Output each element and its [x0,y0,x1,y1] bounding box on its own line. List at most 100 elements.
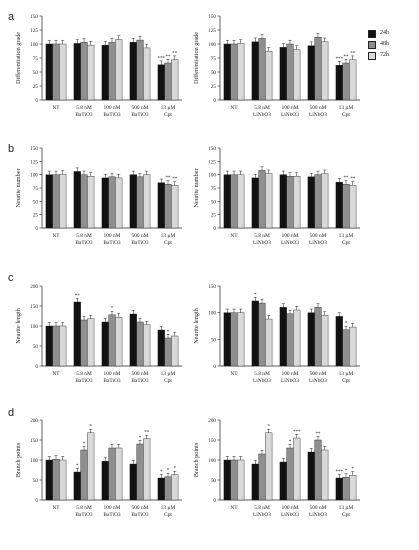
bar-24h-0 [223,459,231,501]
bar-24h-3 [129,174,137,229]
bar-24h-0 [45,325,53,367]
x-tick-label: 500 nM [132,105,149,111]
bar-24h-3 [129,463,137,501]
x-tick-label-line2: BaTiO3 [131,378,148,384]
y-tick-label: 75 [211,186,217,192]
x-tick-label-line2: Cpt [164,512,172,518]
x-tick-label-line2: LiNbO3 [281,378,299,384]
bar-24h-3 [307,451,315,501]
bar-48h-2 [108,42,116,101]
bar-72h-4 [171,59,179,101]
x-tick-label-line2: Cpt [164,378,172,384]
x-tick-label: 100 nM [282,505,299,511]
bar-48h-3 [136,321,144,367]
y-tick-label: 0 [35,498,38,504]
x-tick-label: 13 µM [339,505,354,511]
y-axis-label: Neurite length [193,307,200,343]
y-tick-label: 75 [33,186,39,192]
bar-24h-1 [73,301,81,367]
bar-24h-4 [157,329,165,367]
bar-48h-1 [258,38,266,101]
x-tick-label-line2: BaTiO3 [75,512,92,518]
bar-48h-0 [230,43,238,101]
significance-label: ** [75,294,81,299]
y-tick-label: 100 [208,42,216,48]
bar-72h-2 [115,317,123,367]
y-axis-label: Neurite number [15,168,22,207]
y-axis-label: Differentiation grade [15,32,22,84]
bar-48h-4 [164,476,172,501]
bar-72h-3 [321,41,329,101]
significance-label: * [173,467,176,472]
x-tick-label: 500 nM [310,505,327,511]
bar-48h-4 [342,477,350,501]
y-tick-label: 200 [30,284,38,290]
legend-item-72h: 72h [368,50,389,61]
legend-swatch-72h [368,51,376,60]
significance-label: *** [336,470,344,475]
significance-label: * [139,436,142,441]
y-tick-label: 0 [213,498,216,504]
bar-24h-1 [73,471,81,501]
y-tick-label: 150 [30,14,38,20]
x-tick-label: 5.8 nM [254,505,270,511]
significance-label: ** [350,51,356,56]
x-tick-label: NT [52,371,60,377]
significance-label: ** [344,176,350,181]
legend-item-48h: 48h [368,39,389,50]
x-tick-label: 500 nM [310,105,327,111]
y-tick-label: 75 [33,56,39,62]
x-tick-label: NT [52,233,60,239]
legend-label-72h: 72h [380,52,389,58]
chart-a-linbo3: 0 25 50 75 100 125 150 Differentiation grade NT 5… [193,14,360,118]
y-tick-label: 25 [211,213,217,219]
bar-72h-2 [293,309,301,367]
bar-48h-3 [136,176,144,229]
y-tick-label: 125 [208,159,216,165]
bar-48h-1 [80,42,88,101]
x-tick-label-line2: Cpt [342,378,350,384]
bar-48h-0 [52,459,60,501]
bar-48h-3 [314,307,322,367]
y-tick-label: 150 [208,284,216,290]
y-tick-label: 0 [35,364,38,370]
bar-72h-0 [237,174,245,229]
y-tick-label: 50 [211,337,217,343]
bar-48h-1 [258,302,266,367]
x-tick-label-line2: LiNbO3 [253,378,271,384]
bar-72h-0 [237,43,245,101]
bar-72h-3 [321,173,329,229]
y-tick-label: 200 [30,418,38,424]
bar-24h-0 [45,43,53,101]
bar-24h-2 [279,174,287,229]
significance-label: ** [172,177,178,182]
significance-label: * [254,293,257,298]
bar-48h-0 [52,174,60,229]
x-tick-label: 500 nM [310,233,327,239]
significance-label: * [345,322,348,327]
bar-72h-2 [115,447,123,501]
x-tick-label-line2: BaTiO3 [75,112,92,118]
bar-24h-4 [335,65,343,101]
bar-48h-4 [164,184,172,229]
bar-72h-4 [349,59,357,101]
x-tick-label-line2: Cpt [164,112,172,118]
x-tick-label: 500 nM [310,371,327,377]
bar-24h-2 [279,461,287,501]
significance-label: * [267,425,270,430]
x-tick-label-line2: BaTiO3 [131,112,148,118]
bar-24h-3 [307,176,315,229]
significance-label: ** [316,432,322,437]
bar-24h-3 [129,42,137,101]
x-tick-label-line2: BaTiO3 [103,112,120,118]
bar-48h-3 [314,37,322,101]
x-tick-label: 100 nM [104,505,121,511]
bar-72h-4 [349,185,357,229]
bar-48h-2 [286,176,294,229]
bar-72h-4 [171,185,179,229]
bar-24h-2 [279,307,287,367]
x-tick-label: 100 nM [282,371,299,377]
